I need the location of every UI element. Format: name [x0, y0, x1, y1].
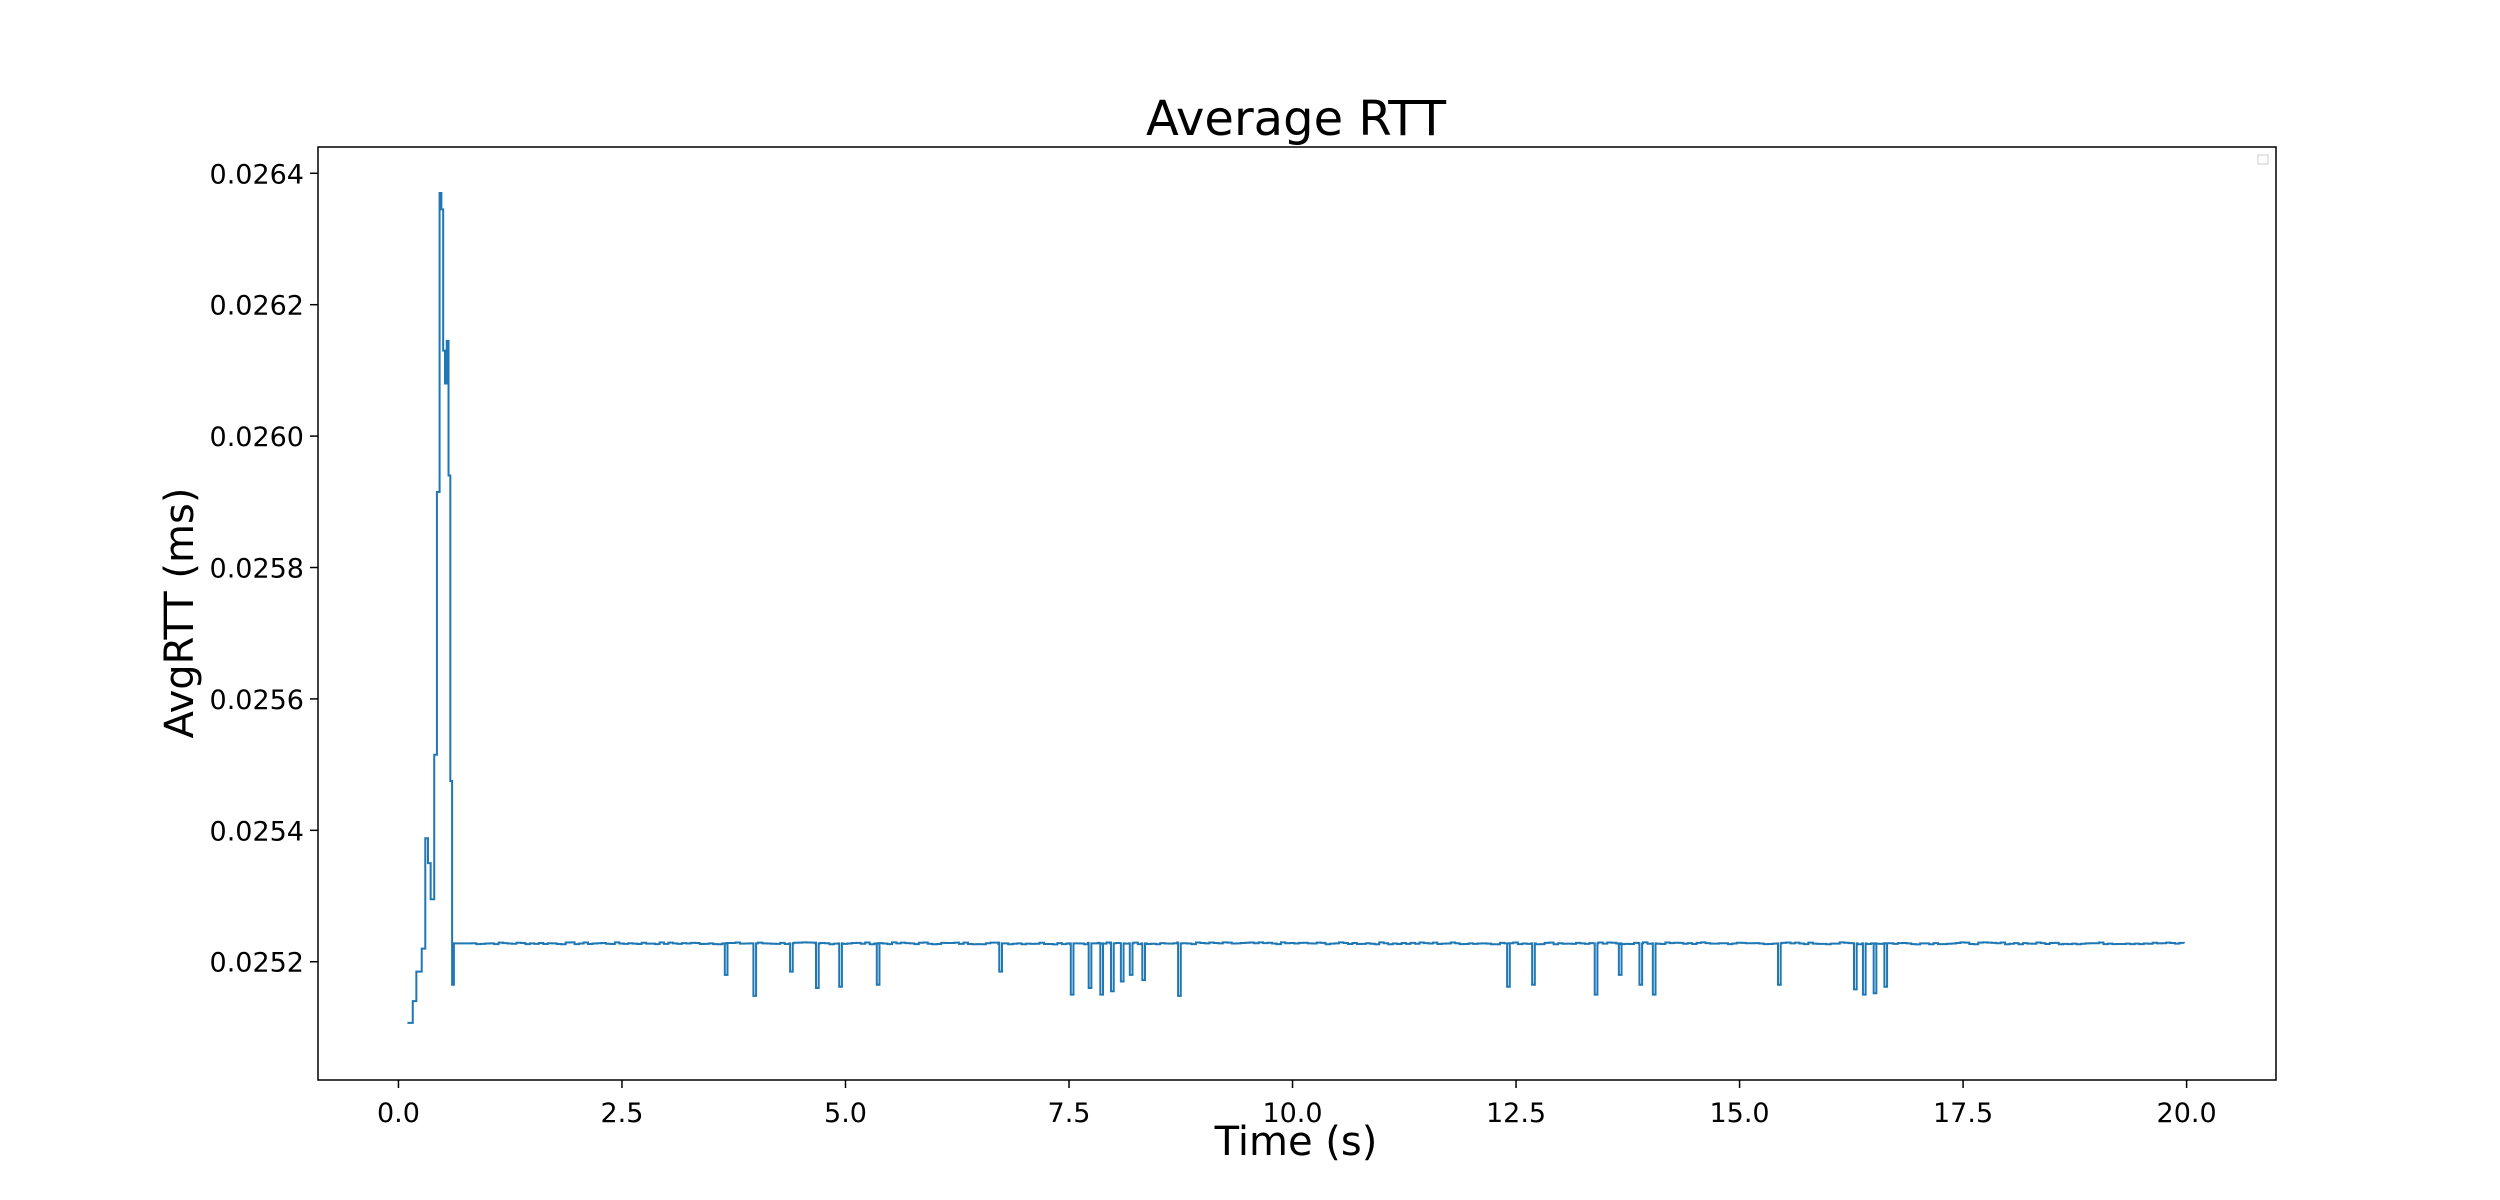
series-line	[407, 191, 2185, 1024]
x-tick-label: 0.0	[377, 1098, 420, 1129]
x-axis-label: Time (s)	[1214, 1119, 1378, 1165]
y-tick-label: 0.0252	[210, 948, 304, 979]
y-tick-label: 0.0260	[210, 422, 304, 453]
legend-box	[2257, 154, 2269, 165]
y-tick-label: 0.0262	[210, 291, 304, 322]
x-tick-label: 15.0	[1709, 1098, 1769, 1129]
x-tick-label: 17.5	[1933, 1098, 1993, 1129]
y-tick-label: 0.0254	[210, 816, 304, 847]
x-tick-label: 5.0	[824, 1098, 867, 1129]
x-axis: 0.0 2.5 5.0 7.5 10.0 12.5 15.0 17.5 20.0	[377, 1080, 2217, 1129]
y-tick-label: 0.0258	[210, 554, 304, 585]
x-tick-label: 10.0	[1262, 1098, 1322, 1129]
chart-title: Average RTT	[1146, 91, 1447, 147]
x-tick-label: 12.5	[1486, 1098, 1546, 1129]
y-axis-label: AvgRTT (ms)	[157, 488, 203, 739]
y-axis: 0.0252 0.0254 0.0256 0.0258 0.0260 0.0262 0.02…	[210, 159, 318, 979]
x-tick-label: 7.5	[1048, 1098, 1091, 1129]
y-tick-label: 0.0264	[210, 159, 304, 190]
y-tick-label: 0.0256	[210, 685, 304, 716]
plot-frame	[317, 146, 2277, 1081]
x-tick-label: 20.0	[2157, 1098, 2217, 1129]
x-tick-label: 2.5	[601, 1098, 644, 1129]
